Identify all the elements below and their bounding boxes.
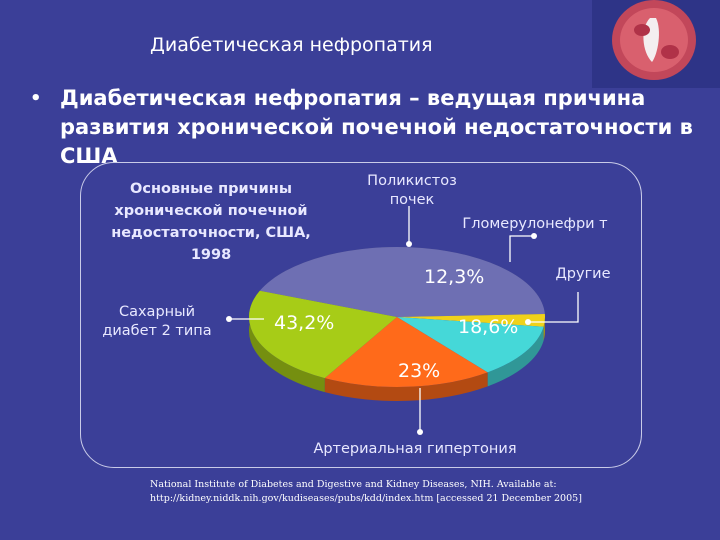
value-other: 18,6% [458,316,519,338]
pie-slice-3 [324,317,488,388]
kidney-photo [592,0,720,88]
value-glomerulo: 12,3% [424,266,485,288]
leader-dot-hypertension [417,429,423,435]
leader-dot-other [525,319,531,325]
pie-slice-1 [397,313,545,327]
pie-wall-3 [324,372,488,401]
label-hypertension: Артериальная гипертония [313,441,517,457]
leader-lines [229,206,579,432]
slide-title: Диабетическая нефропатия [150,34,433,56]
pie-wall-2 [487,326,544,387]
pie-slice-2 [397,317,544,373]
leader-dot-diabetes [226,316,232,322]
bullet-text: Диабетическая нефропатия – ведущая причи… [60,86,693,168]
label-other: Другие [555,266,611,282]
source-citation: National Institute of Diabetes and Diges… [150,479,582,504]
pie-slice-0 [259,246,545,317]
label-diabetes: Сахарный диабет 2 типа [102,304,212,339]
pie-slice-4 [248,290,397,379]
label-polycystic: Поликистоз почек [367,173,457,208]
chart-panel [80,162,642,468]
value-hypertension: 23% [398,360,441,382]
leader-dot-glomerulo [531,233,537,239]
value-diabetes: 43,2% [274,312,335,334]
leader-dots [226,233,537,435]
leader-dot-polycystic [406,241,412,247]
pie-top [248,246,545,388]
bullet-point: • Диабетическая нефропатия – ведущая при… [30,84,700,171]
chart-title: Основные причины хронической почечной не… [111,181,311,263]
leader-glomerulo [509,235,534,262]
label-glomerulonephritis: Гломерулонефри т [462,216,608,232]
bullet-marker: • [30,88,42,109]
pie-wall-1 [543,313,545,341]
leader-other [528,292,579,323]
